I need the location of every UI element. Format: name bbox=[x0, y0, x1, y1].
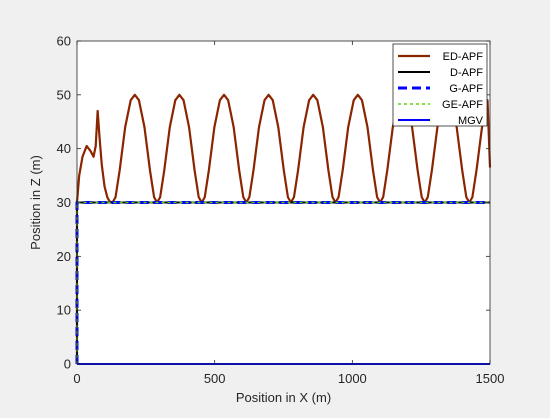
x-tick-label: 1500 bbox=[476, 371, 505, 386]
legend-items: ED-APF D-APF G-APF GE-APF MGV bbox=[398, 51, 484, 127]
y-tick-label: 20 bbox=[57, 249, 71, 264]
x-tick-label: 1000 bbox=[338, 371, 367, 386]
legend-label-mgv: MGV bbox=[458, 115, 484, 127]
legend: ED-APF D-APF G-APF GE-APF MGV bbox=[392, 43, 488, 127]
x-axis-label: Position in X (m) bbox=[236, 390, 331, 405]
legend-label-ed-apf: ED-APF bbox=[443, 51, 484, 63]
x-tick-label: 500 bbox=[204, 371, 226, 386]
y-tick-label: 30 bbox=[57, 195, 71, 210]
y-tick-label: 10 bbox=[57, 303, 71, 318]
series-line-ed-apf bbox=[75, 93, 492, 364]
legend-label-d-apf: D-APF bbox=[450, 67, 483, 79]
y-axis-label: Position in Z (m) bbox=[28, 155, 43, 250]
y-tick-label: 40 bbox=[57, 141, 71, 156]
legend-label-ge-apf: GE-APF bbox=[442, 99, 483, 111]
x-tick-label: 0 bbox=[73, 371, 80, 386]
legend-label-g-apf: G-APF bbox=[449, 83, 483, 95]
ticks-layer: 0 500 1000 1500 0 10 20 30 40 50 60 bbox=[57, 34, 505, 387]
y-tick-label: 60 bbox=[57, 34, 71, 49]
y-tick-label: 50 bbox=[57, 87, 71, 102]
legend-box bbox=[392, 43, 488, 127]
y-tick-label: 0 bbox=[64, 357, 71, 372]
